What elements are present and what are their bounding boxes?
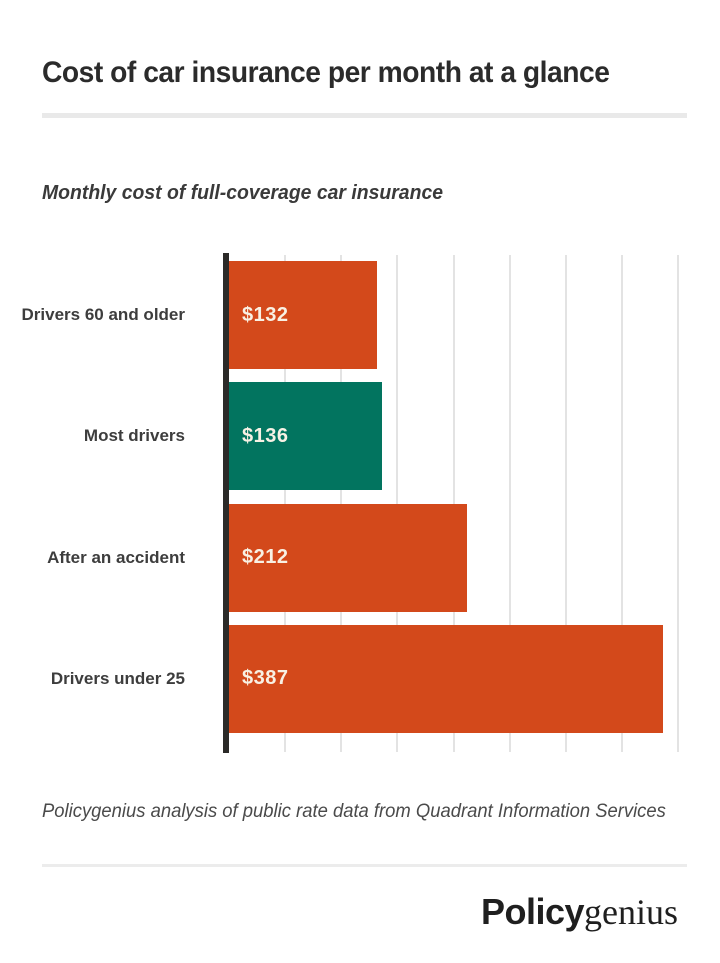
bar: $212: [229, 503, 467, 612]
chart-title: Monthly cost of full-coverage car insura…: [42, 182, 444, 204]
category-label: After an accident: [47, 547, 185, 567]
bar-chart: Drivers 60 and older $132 Most drivers $136…: [0, 253, 720, 753]
bar: $387: [229, 624, 664, 733]
footer-divider: [42, 864, 687, 867]
chart-row: Drivers 60 and older $132: [0, 261, 690, 369]
gridline-400: [677, 255, 679, 752]
bar-value-label: $212: [242, 546, 289, 569]
bar-value-label: $387: [242, 667, 289, 690]
bar-area: $132: [229, 261, 678, 369]
bar: $132: [229, 261, 378, 369]
gridline-350: [620, 255, 623, 752]
chart-row: Drivers under 25 $387: [0, 624, 690, 733]
category-label: Most drivers: [83, 426, 185, 446]
chart-row: Most drivers $136: [0, 382, 690, 491]
bar-area: $212: [229, 503, 678, 612]
gridline-200: [452, 255, 455, 752]
category-label: Drivers 60 and older: [21, 305, 185, 324]
page-title: Cost of car insurance per month at a gla…: [42, 56, 610, 89]
bar-area: $136: [229, 382, 678, 491]
source-note: Policygenius analysis of public rate dat…: [42, 801, 666, 822]
logo-text-policy: Policy: [480, 891, 585, 932]
gridlines: [229, 255, 679, 752]
bar-value-label: $132: [242, 303, 289, 326]
category-label: Drivers under 25: [50, 668, 185, 688]
gridline-250: [508, 255, 511, 752]
gridline-300: [564, 255, 567, 752]
bar: $136: [229, 382, 382, 491]
gridline-100: [340, 255, 343, 752]
y-axis-line: [223, 253, 229, 753]
bar-value-label: $136: [242, 424, 289, 447]
gridline-150: [396, 255, 399, 752]
bar-area: $387: [229, 624, 678, 733]
gridline-50: [284, 255, 287, 752]
chart-row: After an accident $212: [0, 503, 690, 612]
title-divider: [42, 113, 687, 118]
logo-text-genius: genius: [584, 892, 678, 932]
policygenius-logo: Policygenius: [481, 892, 678, 933]
bar-rows: Drivers 60 and older $132 Most drivers $136…: [0, 261, 690, 733]
